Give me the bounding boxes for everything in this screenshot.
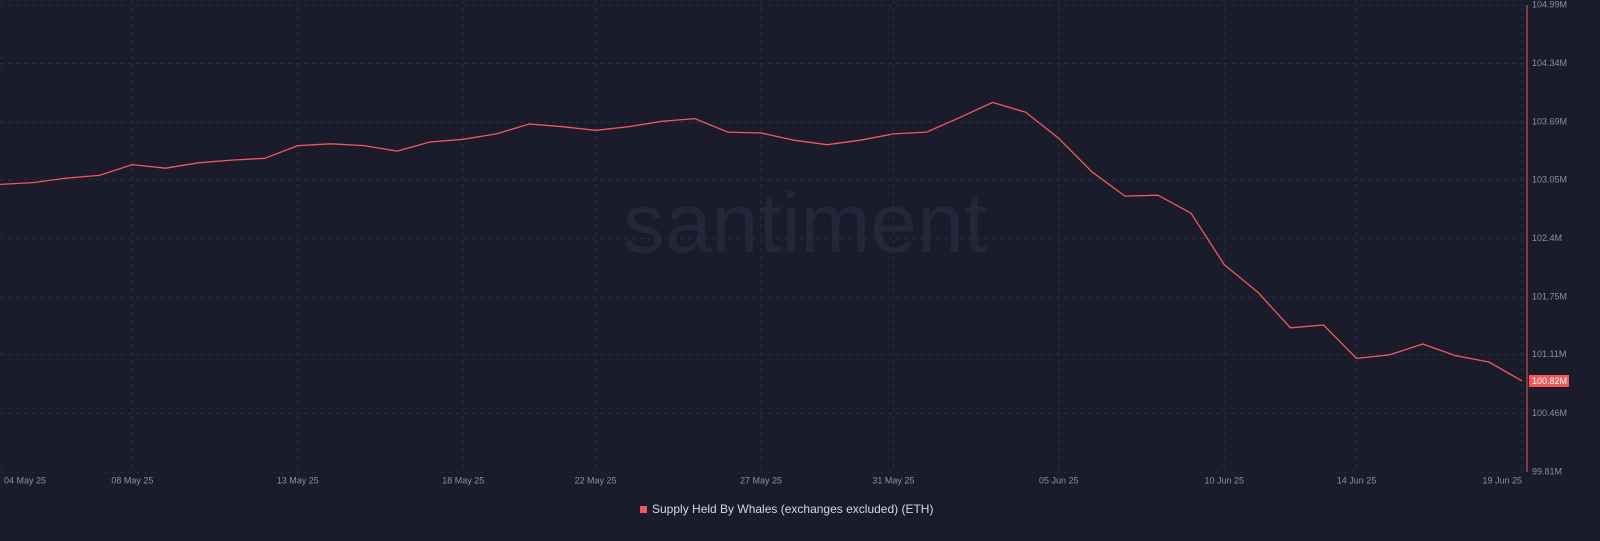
x-tick-label: 08 May 25	[111, 475, 153, 485]
x-tick-label: 10 Jun 25	[1204, 475, 1244, 485]
x-tick-label: 14 Jun 25	[1337, 475, 1377, 485]
legend-label: Supply Held By Whales (exchanges exclude…	[652, 502, 933, 516]
x-tick-label: 05 Jun 25	[1039, 475, 1079, 485]
legend-swatch	[640, 506, 647, 513]
x-tick-label: 19 Jun 25	[1482, 475, 1522, 485]
x-tick-label: 13 May 25	[277, 475, 319, 485]
last-value-badge	[1529, 374, 1569, 387]
y-tick-label: 104.99M	[1532, 0, 1567, 9]
last-value-label: 100.82M	[1532, 376, 1567, 386]
x-tick-label: 31 May 25	[872, 475, 914, 485]
x-tick-label: 27 May 25	[740, 475, 782, 485]
x-tick-label: 04 May 25	[4, 475, 46, 485]
y-tick-label: 101.11M	[1532, 349, 1566, 359]
y-tick-label: 103.05M	[1532, 174, 1567, 184]
y-tick-label: 102.4M	[1532, 233, 1562, 243]
x-tick-label: 22 May 25	[575, 475, 617, 485]
y-tick-label: 101.75M	[1532, 291, 1567, 301]
y-tick-label: 100.46M	[1532, 408, 1567, 418]
watermark: santiment	[623, 176, 987, 270]
y-tick-label: 104.34M	[1532, 58, 1567, 68]
series-line	[0, 101, 1523, 382]
x-tick-label: 18 May 25	[442, 475, 484, 485]
y-tick-label: 99.81M	[1532, 466, 1562, 476]
y-tick-label: 103.69M	[1532, 117, 1567, 127]
